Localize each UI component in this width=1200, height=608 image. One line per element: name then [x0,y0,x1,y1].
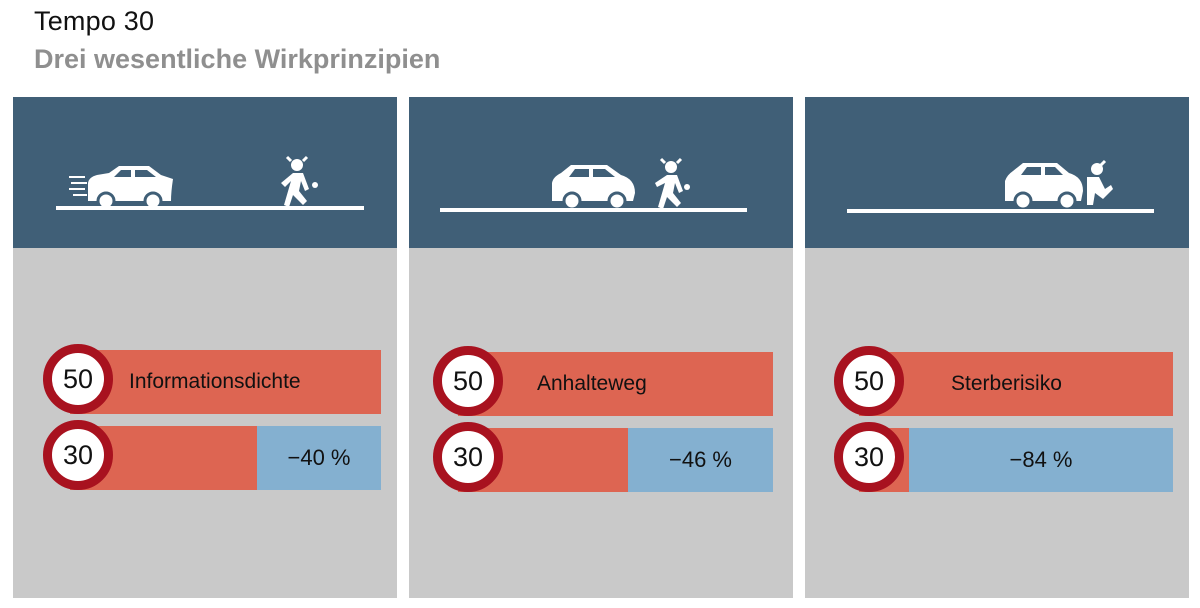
bar-row-30: −84 % 30 [805,422,1189,492]
pedestrian-icon [655,157,690,209]
bar-row-50: Sterberisiko 50 [805,346,1189,416]
speed-value: 30 [452,442,484,472]
bar-row-50: Anhalteweg 50 [409,346,793,416]
speed-sign-30-icon: 30 [834,422,904,492]
bar-row-50: Informationsdichte 50 [13,344,397,414]
road-line-icon [440,208,747,212]
pedestrian-icon [281,155,318,207]
bar-reduction [628,428,773,492]
scene-background [409,97,793,248]
speed-value: 50 [452,366,484,396]
bar-row-30: −46 % 30 [409,422,793,492]
reduction-label: −84 % [1009,447,1073,472]
speed-sign-30-icon: 30 [43,420,113,490]
category-label: Anhalteweg [537,372,647,395]
bar-reduction [909,428,1173,492]
category-label: Sterberisiko [951,372,1062,395]
category-label: Informationsdichte [129,370,301,393]
scene-background [13,97,397,248]
page-title: Tempo 30 [34,6,155,36]
car-icon [552,165,635,211]
speed-sign-50-icon: 50 [433,346,503,416]
reduction-label: −40 % [287,445,351,470]
reduction-label: −46 % [669,447,732,472]
scene-illustration [847,159,1154,213]
panel-anhalteweg: Anhalteweg 50 −46 % 30 [409,97,793,598]
car-icon [88,166,173,211]
speed-value: 50 [853,366,885,396]
pedestrian-icon [1087,159,1113,205]
car-icon [1005,163,1083,211]
speed-value: 50 [62,364,94,394]
bar-50 [859,352,1173,416]
bar-reduction [257,426,381,490]
speed-sign-30-icon: 30 [433,422,503,492]
road-line-icon [847,209,1154,213]
speed-sign-50-icon: 50 [43,344,113,414]
scene-illustration [56,155,364,211]
speed-sign-50-icon: 50 [834,346,904,416]
scene-background [805,97,1189,248]
speed-value: 30 [62,440,94,470]
speed-value: 30 [853,442,885,472]
panel-informationsdichte: Informationsdichte 50 −40 % 30 [13,97,397,598]
scene-illustration [440,157,747,212]
panel-sterberisiko: Sterberisiko 50 −84 % 30 [805,97,1189,598]
bar-50 [458,352,773,416]
road-line-icon [56,206,364,210]
bar-50 [70,350,381,414]
bar-row-30: −40 % 30 [13,420,397,490]
page-subtitle: Drei wesentliche Wirkprinzipien [34,44,441,74]
motion-lines-icon [69,176,87,196]
